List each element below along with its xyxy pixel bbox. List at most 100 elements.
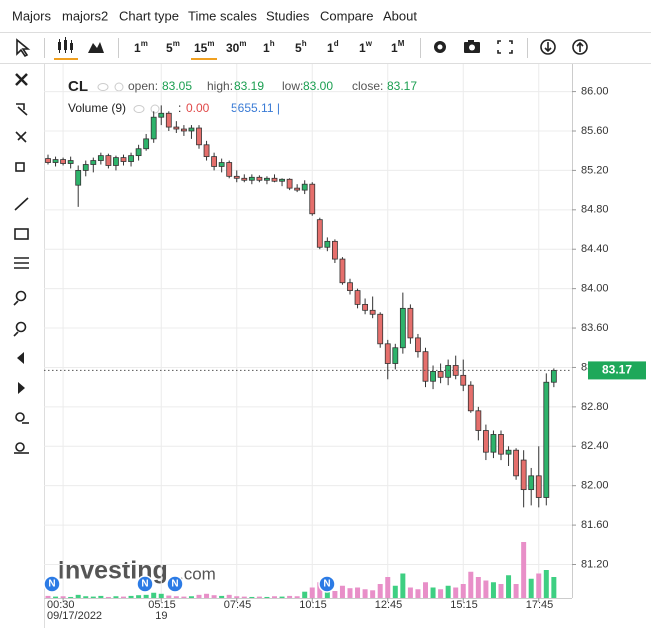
camera-icon[interactable] bbox=[464, 40, 480, 53]
fullscreen-icon[interactable] bbox=[497, 40, 513, 54]
cursor-icon[interactable] bbox=[16, 38, 31, 58]
candle-body bbox=[135, 148, 142, 157]
close-tool[interactable] bbox=[15, 73, 28, 86]
menu-item[interactable]: Studies bbox=[266, 8, 310, 23]
volume-bar bbox=[362, 589, 368, 598]
timeframe-unit: h bbox=[302, 39, 307, 48]
timeframe-button[interactable]: 1h bbox=[263, 39, 275, 55]
candle-body bbox=[513, 449, 519, 477]
volume-bar bbox=[324, 589, 330, 598]
timeframe-button[interactable]: 1M bbox=[391, 39, 405, 55]
timeframe-button[interactable]: 1d bbox=[327, 39, 339, 55]
volume-bar bbox=[370, 590, 376, 598]
settings-icon[interactable] bbox=[434, 41, 446, 53]
volume-bar bbox=[143, 594, 149, 598]
clone-tool[interactable] bbox=[15, 162, 25, 172]
volume-bar bbox=[279, 596, 285, 598]
symbol: CL bbox=[68, 78, 88, 95]
timeframe-value: 1 bbox=[263, 41, 270, 55]
scroll-left-tool[interactable] bbox=[17, 352, 24, 364]
volume-bar bbox=[166, 595, 172, 598]
volume-bar bbox=[188, 596, 194, 598]
candle-body bbox=[550, 370, 557, 383]
candle-body bbox=[354, 290, 361, 305]
active-underline bbox=[54, 58, 78, 60]
timeframe-button[interactable]: 5h bbox=[295, 39, 307, 55]
timeframe-button[interactable]: 1w bbox=[359, 39, 373, 55]
timeframe-value: 1 bbox=[134, 41, 141, 55]
news-marker-label: N bbox=[141, 579, 148, 590]
candle-body bbox=[143, 138, 150, 150]
timeframe-button[interactable]: 1m bbox=[134, 39, 148, 55]
timeframe-button[interactable]: 15m bbox=[194, 39, 214, 55]
reset-tool[interactable] bbox=[14, 442, 29, 454]
y-tick-label: 82.80 bbox=[581, 401, 609, 413]
candle-body bbox=[279, 178, 285, 182]
news-marker[interactable] bbox=[166, 575, 184, 593]
menu-item[interactable]: Chart type bbox=[119, 8, 179, 23]
rectangle-tool[interactable] bbox=[14, 228, 29, 240]
delete-tool[interactable] bbox=[15, 131, 27, 143]
y-tick-label: 85.60 bbox=[581, 125, 609, 137]
select-tool[interactable] bbox=[16, 103, 28, 116]
drawing-tools[interactable] bbox=[13, 73, 29, 454]
toolbar-icons[interactable] bbox=[16, 37, 588, 60]
candle-body bbox=[97, 155, 104, 161]
candle-body bbox=[218, 162, 225, 167]
zoom-out-tool[interactable] bbox=[13, 321, 27, 337]
news-marker[interactable] bbox=[43, 575, 61, 593]
news-marker[interactable] bbox=[318, 575, 336, 593]
pan-tool[interactable] bbox=[15, 412, 29, 424]
candle-body bbox=[422, 351, 429, 382]
candle-body bbox=[256, 176, 263, 181]
scroll-right-tool[interactable] bbox=[18, 382, 25, 394]
timeframe-value: 15 bbox=[194, 41, 208, 55]
volume-bar bbox=[407, 587, 413, 598]
menu-item[interactable]: majors2 bbox=[62, 8, 108, 23]
timeframe-button[interactable]: 5m bbox=[166, 39, 180, 55]
volume-bar bbox=[339, 585, 345, 598]
volume-bar bbox=[309, 587, 315, 598]
volume-bar bbox=[551, 577, 557, 598]
candle-icon[interactable] bbox=[58, 37, 73, 53]
x-tick-label: 17:45 bbox=[526, 599, 554, 611]
volume-bar bbox=[445, 585, 451, 598]
volume-bar bbox=[234, 596, 240, 598]
download-icon[interactable] bbox=[540, 39, 556, 55]
readout-label: high: bbox=[207, 79, 233, 93]
volume-bar bbox=[490, 582, 496, 598]
y-tick-label: 84.80 bbox=[581, 204, 609, 216]
timeframe-button[interactable]: 30m bbox=[226, 39, 246, 55]
volume-bar bbox=[355, 587, 361, 598]
readout-label: close: bbox=[352, 79, 383, 93]
timeframe-unit: m bbox=[141, 39, 148, 48]
volume-bar bbox=[113, 596, 119, 598]
candle-body bbox=[415, 337, 421, 353]
menu-item[interactable]: Time scales bbox=[188, 8, 257, 23]
volume-bar bbox=[528, 578, 534, 598]
candle-body bbox=[543, 381, 550, 498]
candle-body bbox=[467, 384, 474, 412]
candle-body bbox=[407, 307, 414, 339]
volume-bar bbox=[158, 593, 164, 598]
volume-bar bbox=[498, 584, 504, 598]
menu-item[interactable]: Compare bbox=[320, 8, 373, 23]
timeframe-value: 1 bbox=[327, 41, 334, 55]
candle-body bbox=[316, 219, 323, 248]
menu-item[interactable]: About bbox=[383, 8, 417, 23]
trendline-tool[interactable] bbox=[14, 197, 29, 211]
candle-body bbox=[150, 116, 157, 140]
volume-bar bbox=[460, 584, 466, 598]
fib-tool[interactable] bbox=[14, 257, 29, 269]
zoom-in-tool[interactable] bbox=[13, 290, 27, 306]
x-tick-label: 15:15 bbox=[450, 599, 478, 611]
news-marker[interactable] bbox=[136, 575, 154, 593]
timeframe-unit: m bbox=[207, 39, 214, 48]
volume-bar bbox=[392, 585, 398, 598]
readout-label: open: bbox=[128, 79, 158, 93]
menu-item[interactable]: Majors bbox=[12, 8, 52, 23]
area-icon[interactable] bbox=[88, 42, 104, 53]
y-tick-label: 81.20 bbox=[581, 558, 609, 570]
upload-icon[interactable] bbox=[572, 39, 588, 55]
